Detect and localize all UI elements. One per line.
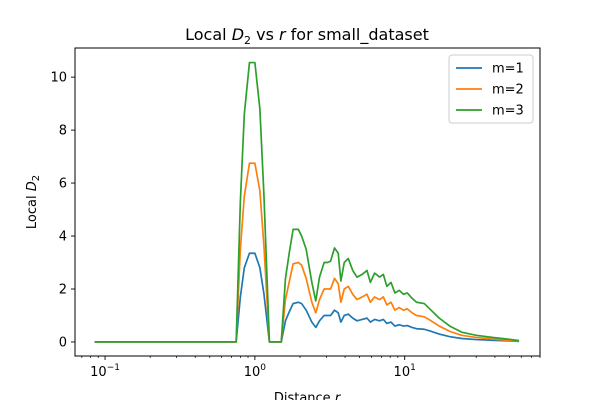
y-tick-label: 6 <box>59 177 67 192</box>
title-d: D <box>232 25 244 44</box>
title-suffix: for small_dataset <box>286 25 429 45</box>
legend-label-3: m=3 <box>492 104 524 119</box>
chart-title: Local D2 vs r for small_dataset <box>185 25 429 47</box>
series-line-3 <box>94 61 520 343</box>
y-tick-label: 4 <box>59 230 67 245</box>
x-axis: 10−1 100 101 <box>81 356 541 380</box>
x-axis-label: Distance r <box>274 391 342 400</box>
y-axis-label: Local D2 <box>25 175 42 229</box>
legend-label-2: m=2 <box>492 83 524 98</box>
x-tick-label: 101 <box>394 363 416 380</box>
title-sub: 2 <box>244 34 251 47</box>
title-r: r <box>279 25 287 44</box>
y-tick-label: 8 <box>59 124 67 139</box>
series-line-1 <box>94 252 520 343</box>
title-mid: vs <box>251 25 279 44</box>
y-tick-label: 2 <box>59 282 67 297</box>
y-tick-label: 0 <box>59 335 67 350</box>
x-tick-label: 10−1 <box>90 363 120 380</box>
title-prefix: Local <box>185 25 232 44</box>
legend: m=1 m=2 m=3 <box>448 54 534 124</box>
y-axis: 0 2 4 6 8 10 <box>50 71 75 350</box>
x-tick-label: 100 <box>244 363 267 380</box>
plot-area-frame <box>74 47 541 357</box>
legend-label-1: m=1 <box>492 62 524 77</box>
legend-frame <box>448 54 534 124</box>
y-tick-label: 10 <box>50 71 67 86</box>
series-layer <box>94 61 520 343</box>
series-line-2 <box>94 162 520 343</box>
